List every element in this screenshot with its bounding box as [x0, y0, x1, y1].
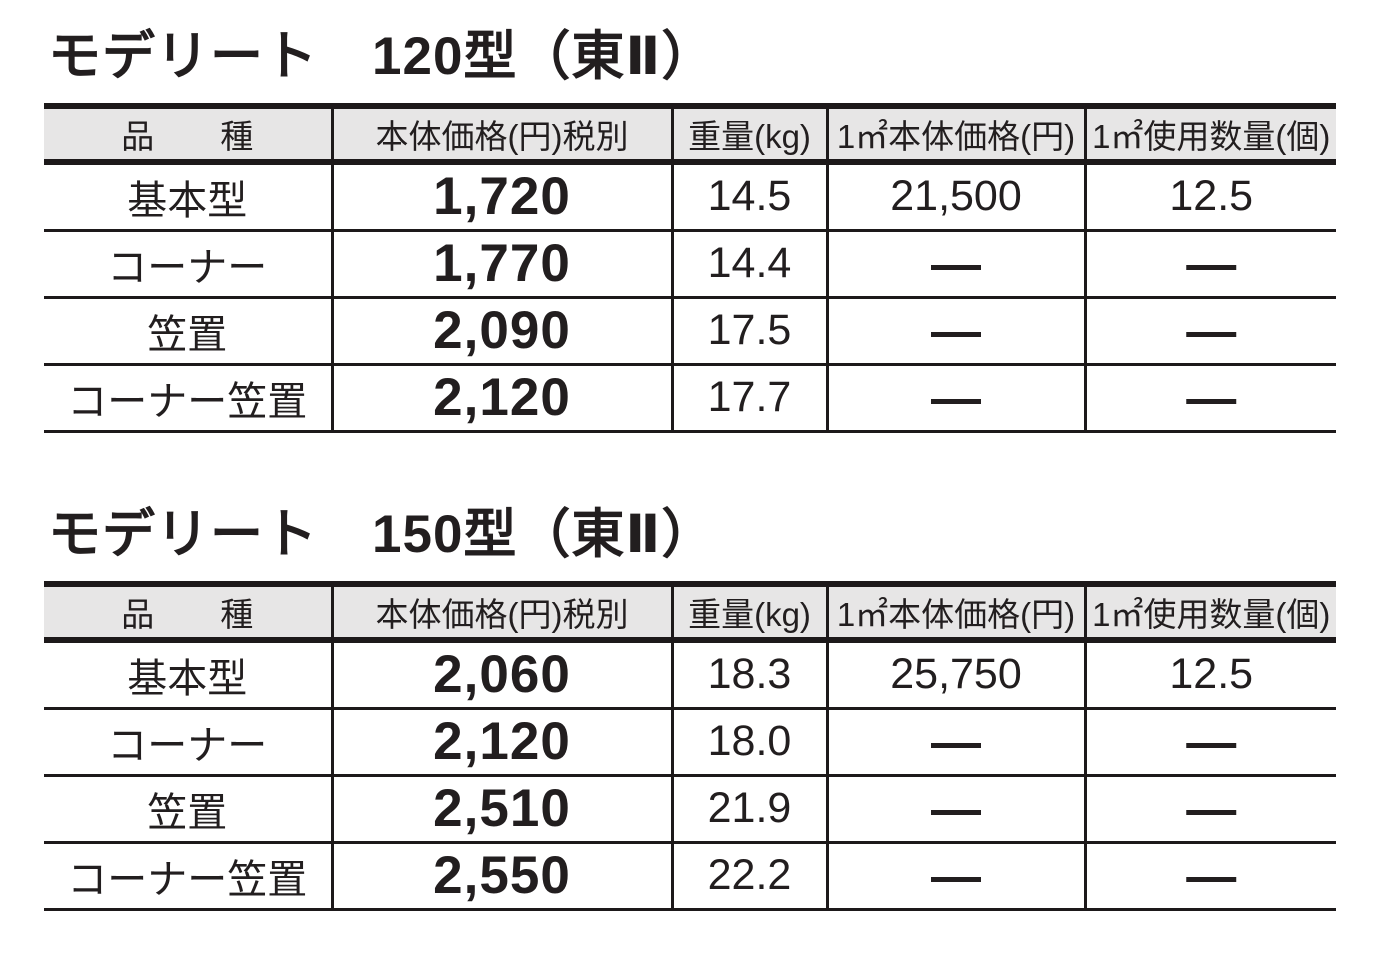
cell-qty-per-sqm: 12.5 [1083, 161, 1336, 232]
table-row: コーナー 1,770 14.4 — — [44, 230, 1336, 299]
cell-price: 2,510 [330, 775, 672, 844]
cell-item-name: 基本型 [44, 639, 332, 710]
cell-weight: 17.5 [670, 297, 827, 366]
cell-price-per-sqm: 21,500 [825, 161, 1085, 232]
column-header-price-per-sqm: 1㎡本体価格(円) [825, 580, 1085, 643]
cell-price-per-sqm: — [825, 364, 1085, 433]
column-header-qty-per-sqm: 1㎡使用数量(個) [1083, 102, 1336, 165]
section-title-120: モデリート 120型（東Ⅱ） [48, 27, 716, 86]
cell-price: 2,090 [330, 297, 672, 366]
cell-item-name: コーナー笠置 [44, 842, 332, 911]
column-header-item: 品 種 [44, 580, 332, 643]
table-row: 笠置 2,510 21.9 — — [44, 775, 1336, 844]
section-120: モデリート 120型（東Ⅱ） 品 種 本体価格(円)税別 重量(kg) 1㎡本体… [44, 0, 1374, 433]
cell-price-per-sqm: 25,750 [825, 639, 1085, 710]
table-row: 基本型 1,720 14.5 21,500 12.5 [44, 161, 1336, 232]
table-row: 笠置 2,090 17.5 — — [44, 297, 1336, 366]
cell-weight: 18.3 [670, 639, 827, 710]
cell-qty-per-sqm: — [1083, 364, 1336, 433]
section-title-150: モデリート 150型（東Ⅱ） [48, 504, 716, 564]
cell-qty-per-sqm: — [1083, 708, 1336, 777]
cell-weight: 21.9 [670, 775, 827, 844]
cell-price: 1,720 [330, 161, 672, 232]
table-row: 基本型 2,060 18.3 25,750 12.5 [44, 639, 1336, 710]
cell-price: 2,550 [330, 842, 672, 911]
cell-weight: 14.4 [670, 230, 827, 299]
cell-price: 2,120 [330, 364, 672, 433]
column-header-price-per-sqm: 1㎡本体価格(円) [825, 102, 1085, 165]
cell-qty-per-sqm: — [1083, 230, 1336, 299]
cell-item-name: 笠置 [44, 297, 332, 366]
section-150: モデリート 150型（東Ⅱ） 品 種 本体価格(円)税別 重量(kg) 1㎡本体… [44, 433, 1374, 911]
cell-item-name: コーナー笠置 [44, 364, 332, 433]
column-header-weight: 重量(kg) [670, 102, 827, 165]
cell-price-per-sqm: — [825, 230, 1085, 299]
cell-price: 1,770 [330, 230, 672, 299]
cell-item-name: 笠置 [44, 775, 332, 844]
cell-price: 2,120 [330, 708, 672, 777]
table-row: コーナー笠置 2,550 22.2 — — [44, 842, 1336, 911]
cell-qty-per-sqm: — [1083, 297, 1336, 366]
price-table-150: 品 種 本体価格(円)税別 重量(kg) 1㎡本体価格(円) 1㎡使用数量(個)… [44, 580, 1336, 911]
cell-price-per-sqm: — [825, 842, 1085, 911]
cell-weight: 14.5 [670, 161, 827, 232]
cell-price-per-sqm: — [825, 297, 1085, 366]
cell-weight: 22.2 [670, 842, 827, 911]
column-header-price: 本体価格(円)税別 [330, 102, 672, 165]
cell-qty-per-sqm: 12.5 [1083, 639, 1336, 710]
cell-price: 2,060 [330, 639, 672, 710]
cell-qty-per-sqm: — [1083, 842, 1336, 911]
table-row: コーナー 2,120 18.0 — — [44, 708, 1336, 777]
cell-weight: 18.0 [670, 708, 827, 777]
cell-item-name: コーナー [44, 708, 332, 777]
cell-weight: 17.7 [670, 364, 827, 433]
table-header-row: 品 種 本体価格(円)税別 重量(kg) 1㎡本体価格(円) 1㎡使用数量(個) [44, 580, 1336, 643]
cell-price-per-sqm: — [825, 775, 1085, 844]
column-header-price: 本体価格(円)税別 [330, 580, 672, 643]
column-header-weight: 重量(kg) [670, 580, 827, 643]
cell-item-name: 基本型 [44, 161, 332, 232]
table-row: コーナー笠置 2,120 17.7 — — [44, 364, 1336, 433]
cell-price-per-sqm: — [825, 708, 1085, 777]
price-table-120: 品 種 本体価格(円)税別 重量(kg) 1㎡本体価格(円) 1㎡使用数量(個)… [44, 102, 1336, 433]
table-header-row: 品 種 本体価格(円)税別 重量(kg) 1㎡本体価格(円) 1㎡使用数量(個) [44, 102, 1336, 165]
cell-item-name: コーナー [44, 230, 332, 299]
column-header-qty-per-sqm: 1㎡使用数量(個) [1083, 580, 1336, 643]
column-header-item: 品 種 [44, 102, 332, 165]
cell-qty-per-sqm: — [1083, 775, 1336, 844]
